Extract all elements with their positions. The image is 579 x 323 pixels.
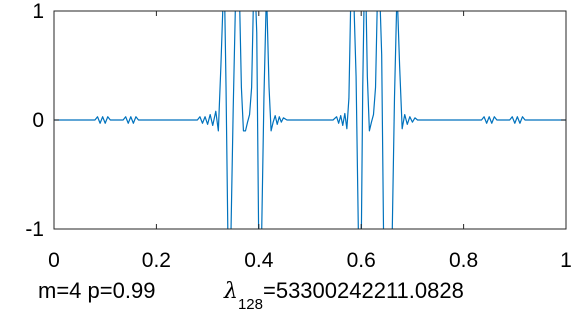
x-tick-label: 0.4 [244, 249, 274, 272]
y-tick-label: -1 [25, 218, 44, 241]
x-tick-label: 0.2 [142, 249, 171, 272]
tick-layer: 0 0.2 0.4 0.6 0.8 110-1 [25, 0, 572, 272]
x-tick-label: 0.6 [347, 249, 376, 272]
caption-lambda: λ128=53300242211.0828 [224, 278, 464, 313]
x-tick-label: 1 [560, 249, 572, 272]
y-tick-label: 0 [32, 109, 44, 132]
y-tick-label: 1 [32, 0, 44, 23]
lambda-value: =53300242211.0828 [262, 278, 464, 303]
caption-params: m=4 p=0.99 [38, 278, 156, 303]
x-tick-label: 0 [48, 249, 60, 272]
x-tick-label: 0.8 [449, 249, 478, 272]
series-layer [54, 11, 566, 229]
lambda-subscript: 128 [237, 296, 263, 313]
lambda-symbol: λ [224, 279, 238, 304]
series-line-0 [54, 11, 566, 229]
